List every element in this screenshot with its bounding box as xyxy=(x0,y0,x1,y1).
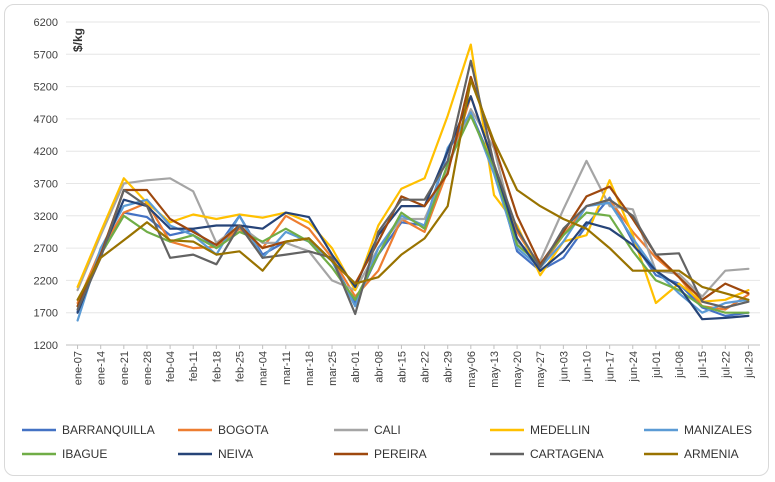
legend-item-cali: CALI xyxy=(334,423,401,437)
legend-item-medellin: MEDELLIN xyxy=(490,423,590,437)
x-tick-label: jul-01 xyxy=(651,351,663,379)
y-tick-label: 3200 xyxy=(34,211,58,223)
x-tick-label: may-06 xyxy=(466,351,478,388)
gridlines xyxy=(66,21,760,346)
x-tick-label: abr-08 xyxy=(373,351,385,383)
legend-item-manizales: MANIZALES xyxy=(644,423,752,437)
series-lines xyxy=(76,43,750,322)
x-tick-label: abr-15 xyxy=(396,351,408,383)
series-line-manizales xyxy=(76,111,750,322)
x-tick-label: abr-01 xyxy=(350,351,362,383)
legend-label: CARTAGENA xyxy=(530,447,604,461)
x-tick-label: mar-04 xyxy=(258,351,270,386)
x-tick-label: may-20 xyxy=(512,351,524,388)
series-line-pereira xyxy=(76,75,750,308)
x-tick-label: ene-07 xyxy=(73,351,85,385)
legend-item-bogota: BOGOTA xyxy=(178,423,268,437)
legend-item-neiva: NEIVA xyxy=(178,447,253,461)
legend-item-ibague: IBAGUE xyxy=(22,447,107,461)
legend-label: IBAGUE xyxy=(62,447,107,461)
y-tick-label: 5200 xyxy=(34,82,58,94)
x-tick-label: jun-10 xyxy=(582,351,594,383)
x-tick-label: feb-04 xyxy=(165,351,177,382)
legend-item-barranquilla: BARRANQUILLA xyxy=(22,423,155,437)
x-tick-label: mar-11 xyxy=(281,351,293,385)
y-axis-label: $/kg xyxy=(71,28,85,52)
y-tick-label: 1200 xyxy=(34,340,58,352)
legend-label: BOGOTA xyxy=(218,423,268,437)
legend-label: NEIVA xyxy=(218,447,253,461)
x-axis-ticks: ene-07 ene-14 ene-21 ene-28 feb-04 feb-11 feb-… xyxy=(73,345,755,388)
y-tick-label: 4700 xyxy=(34,114,58,126)
y-tick-label: 2200 xyxy=(34,275,58,287)
x-tick-label: mar-25 xyxy=(327,351,339,386)
x-tick-label: feb-11 xyxy=(188,351,200,381)
series-line-cartagena xyxy=(76,59,750,316)
y-tick-label: 5700 xyxy=(34,49,58,61)
y-tick-label: 1700 xyxy=(34,308,58,320)
series-line-barranquilla xyxy=(76,111,750,317)
x-tick-label: may-13 xyxy=(489,351,501,388)
x-tick-label: feb-25 xyxy=(235,351,247,382)
legend-label: MANIZALES xyxy=(684,423,752,437)
x-tick-label: ene-28 xyxy=(142,351,154,385)
x-tick-label: jun-17 xyxy=(605,351,617,383)
legend-label: ARMENIA xyxy=(684,447,739,461)
series-line-neiva xyxy=(76,95,750,321)
legend: BARRANQUILLA BOGOTA CALI MEDELLIN MANIZALES I… xyxy=(22,423,752,461)
series-line-armenia xyxy=(76,78,750,301)
x-tick-label: ene-21 xyxy=(119,351,131,385)
x-tick-label: ene-14 xyxy=(96,351,108,385)
y-tick-label: 6200 xyxy=(34,17,58,29)
legend-item-armenia: ARMENIA xyxy=(644,447,739,461)
x-tick-label: jun-24 xyxy=(628,351,640,383)
x-tick-label: abr-29 xyxy=(443,351,455,383)
x-tick-label: mar-18 xyxy=(304,351,316,386)
x-tick-label: may-27 xyxy=(535,351,547,388)
x-tick-label: jun-03 xyxy=(558,351,570,383)
legend-item-pereira: PEREIRA xyxy=(334,447,427,461)
x-tick-label: jul-08 xyxy=(674,351,686,379)
y-tick-label: 4200 xyxy=(34,146,58,158)
series-line-cali xyxy=(76,108,750,298)
y-tick-label: 3700 xyxy=(34,179,58,191)
legend-label: BARRANQUILLA xyxy=(62,423,155,437)
x-tick-label: jul-22 xyxy=(720,351,732,379)
series-line-medellin xyxy=(76,43,750,305)
legend-item-cartagena: CARTAGENA xyxy=(490,447,604,461)
x-tick-label: jul-15 xyxy=(697,351,709,379)
y-tick-label: 2700 xyxy=(34,243,58,255)
x-tick-label: feb-18 xyxy=(211,351,223,382)
legend-label: MEDELLIN xyxy=(530,423,590,437)
x-tick-label: abr-22 xyxy=(420,351,432,383)
series-line-bogota xyxy=(76,95,750,311)
legend-label: CALI xyxy=(374,423,401,437)
series-line-ibague xyxy=(76,114,750,314)
y-axis-ticks: 1200 1700 2200 2700 3200 3700 4200 4700 5200 5700… xyxy=(34,17,58,352)
legend-label: PEREIRA xyxy=(374,447,427,461)
x-tick-label: jul-29 xyxy=(743,351,755,379)
